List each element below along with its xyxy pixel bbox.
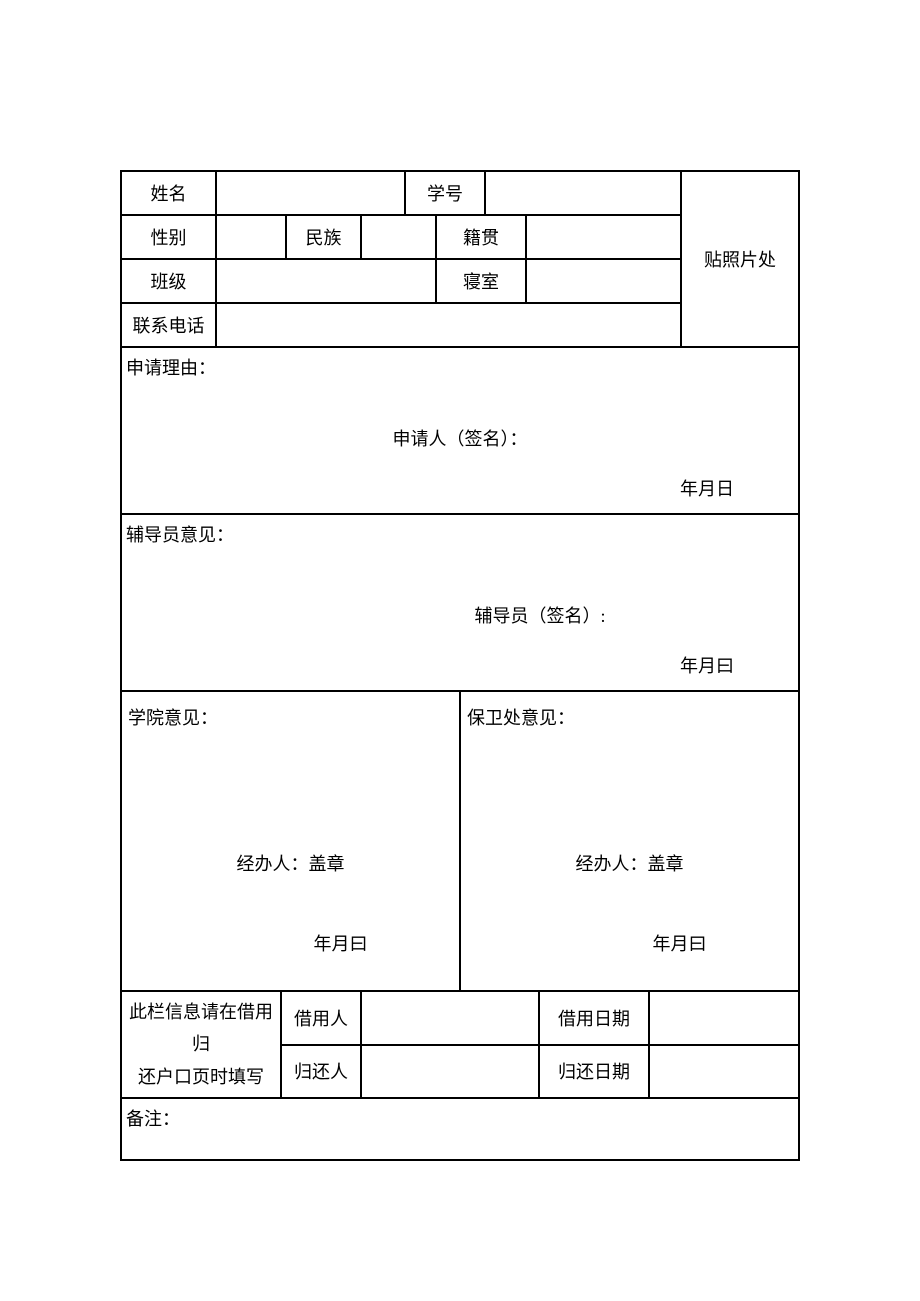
security-date: 年月曰 bbox=[467, 930, 792, 956]
phone-label: 联系电话 bbox=[121, 303, 216, 347]
row-class-dorm: 班级 寝室 bbox=[121, 259, 681, 303]
counselor-signature-label: 辅导员（签名）: bbox=[126, 602, 794, 628]
reason-label: 申请理由： bbox=[126, 354, 794, 380]
row-phone: 联系电话 bbox=[121, 303, 681, 347]
borrow-note: 此栏信息请在借用归 还户口页时填写 bbox=[121, 991, 281, 1098]
applicant-signature-label: 申请人（签名）： bbox=[126, 425, 794, 451]
application-form-table: 姓名 学号 性别 民族 籍贯 班级 寝室 bbox=[120, 170, 800, 1161]
borrow-note-line1: 此栏信息请在借用归 bbox=[126, 996, 276, 1061]
counselor-opinion-section: 辅导员意见： 辅导员（签名）: 年月曰 bbox=[121, 514, 799, 691]
reason-date: 年月日 bbox=[126, 475, 794, 501]
name-label: 姓名 bbox=[121, 171, 216, 215]
photo-label: 贴照片处 bbox=[704, 246, 776, 272]
top-info-section: 姓名 学号 性别 民族 籍贯 班级 寝室 bbox=[121, 171, 799, 347]
borrow-date-value[interactable] bbox=[649, 991, 799, 1045]
return-row: 归还人 归还日期 bbox=[281, 1045, 799, 1099]
borrower-value[interactable] bbox=[361, 991, 539, 1045]
security-opinion-column: 保卫处意见： 经办人：盖章 年月曰 bbox=[460, 691, 799, 991]
native-place-value[interactable] bbox=[526, 215, 681, 259]
class-value[interactable] bbox=[216, 259, 436, 303]
remarks-section: 备注： bbox=[121, 1098, 799, 1160]
row-name-studentid: 姓名 学号 bbox=[121, 171, 681, 215]
college-handler: 经办人：盖章 bbox=[128, 850, 453, 876]
dorm-value[interactable] bbox=[526, 259, 681, 303]
application-reason-section: 申请理由： 申请人（签名）： 年月日 bbox=[121, 347, 799, 514]
class-label: 班级 bbox=[121, 259, 216, 303]
borrow-return-grid: 借用人 借用日期 归还人 归还日期 bbox=[281, 991, 799, 1098]
borrow-note-line2: 还户口页时填写 bbox=[138, 1061, 264, 1093]
college-security-section: 学院意见： 经办人：盖章 年月曰 保卫处意见： 经办人：盖章 年月曰 bbox=[121, 691, 799, 991]
college-opinion-column: 学院意见： 经办人：盖章 年月曰 bbox=[121, 691, 460, 991]
return-date-value[interactable] bbox=[649, 1045, 799, 1099]
return-date-label: 归还日期 bbox=[539, 1045, 649, 1099]
college-label: 学院意见： bbox=[128, 704, 453, 730]
name-value[interactable] bbox=[216, 171, 405, 215]
phone-value[interactable] bbox=[216, 303, 681, 347]
security-handler: 经办人：盖章 bbox=[467, 850, 792, 876]
borrow-return-section: 此栏信息请在借用归 还户口页时填写 借用人 借用日期 归还人 归还日期 bbox=[121, 991, 799, 1098]
photo-placeholder: 贴照片处 bbox=[681, 171, 799, 347]
top-left-fields: 姓名 学号 性别 民族 籍贯 班级 寝室 bbox=[121, 171, 681, 347]
borrow-date-label: 借用日期 bbox=[539, 991, 649, 1045]
student-id-value[interactable] bbox=[485, 171, 681, 215]
native-place-label: 籍贯 bbox=[436, 215, 526, 259]
counselor-date: 年月曰 bbox=[126, 652, 794, 678]
counselor-label: 辅导员意见： bbox=[126, 521, 794, 547]
ethnicity-label: 民族 bbox=[286, 215, 361, 259]
dorm-label: 寝室 bbox=[436, 259, 526, 303]
student-id-label: 学号 bbox=[405, 171, 485, 215]
row-gender-ethnicity-native: 性别 民族 籍贯 bbox=[121, 215, 681, 259]
gender-label: 性别 bbox=[121, 215, 216, 259]
ethnicity-value[interactable] bbox=[361, 215, 436, 259]
gender-value[interactable] bbox=[216, 215, 286, 259]
college-date: 年月曰 bbox=[128, 930, 453, 956]
borrower-label: 借用人 bbox=[281, 991, 361, 1045]
remarks-label: 备注： bbox=[126, 1105, 794, 1131]
security-label: 保卫处意见： bbox=[467, 704, 792, 730]
returner-value[interactable] bbox=[361, 1045, 539, 1099]
returner-label: 归还人 bbox=[281, 1045, 361, 1099]
borrow-row: 借用人 借用日期 bbox=[281, 991, 799, 1045]
